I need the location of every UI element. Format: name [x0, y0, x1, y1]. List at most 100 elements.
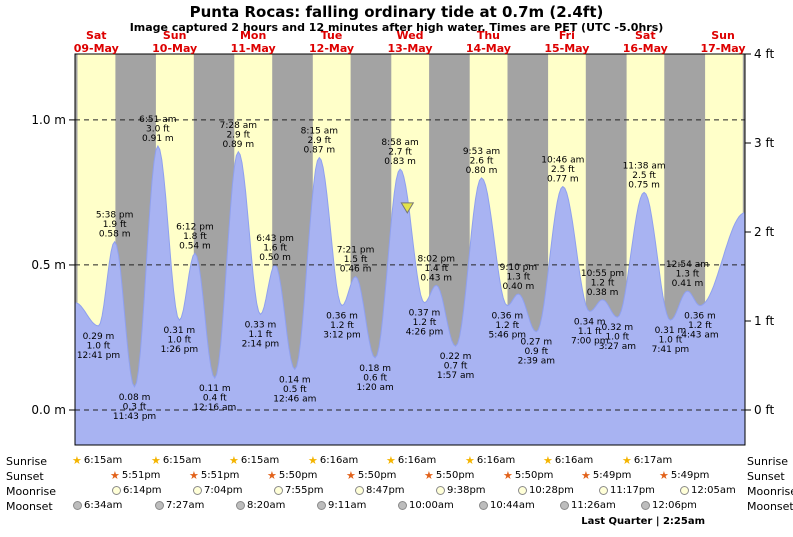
tide-point-label: 0.29 m [83, 332, 115, 342]
y-axis-label-ft: 3 ft [754, 136, 774, 150]
tide-point-label: 10:46 am [541, 156, 584, 166]
tide-point-label: 1.0 ft [659, 336, 683, 346]
tide-point-label: 11:38 am [623, 161, 666, 171]
day-label-weekday: Sat [635, 29, 656, 42]
page-title: Punta Rocas: falling ordinary tide at 0.… [189, 3, 604, 21]
moonset-time: 12:06pm [652, 500, 697, 511]
tide-point-label: 9:53 am [463, 147, 500, 157]
moonrise-time: 8:47pm [366, 485, 405, 496]
moonset-icon [155, 501, 164, 510]
y-axis-label-ft: 1 ft [754, 314, 774, 328]
moonset-icon [317, 501, 326, 510]
sunrise-star-icon: ★ [308, 453, 318, 467]
sunrise-time: 6:15am [162, 455, 202, 466]
tide-point-label: 2.5 ft [632, 171, 656, 181]
sunset-star-icon: ★ [424, 468, 434, 482]
moonrise-event: 9:38pm [436, 485, 486, 496]
sunrise-star-icon: ★ [622, 453, 632, 467]
sunrise-event: ★ 6:15am [229, 455, 279, 467]
sunset-star-icon: ★ [189, 468, 199, 482]
sunrise-event: ★ 6:17am [622, 453, 672, 467]
tide-point-label: 1.2 ft [591, 278, 615, 288]
astro-row-label-left-moonrise: Moonrise [6, 485, 56, 498]
tide-point-label: 1.0 ft [168, 336, 192, 346]
moonrise-time: 6:14pm [123, 485, 162, 496]
moonrise-icon [680, 486, 689, 495]
sunrise-time: 6:16am [476, 455, 516, 466]
day-label-date: 13-May [387, 42, 432, 55]
tide-point-label: 0.33 m [245, 320, 277, 330]
sunset-time: 5:49pm [592, 470, 632, 481]
moonrise-event: 8:47pm [355, 485, 405, 496]
sunset-event: ★ 5:49pm [659, 470, 709, 482]
day-label-date: 10-May [152, 42, 197, 55]
tide-point-label: 0.75 m [628, 180, 660, 190]
astro-row-label-right-moonrise: Moonrise [747, 485, 793, 498]
sunset-time: 5:50pm [357, 470, 397, 481]
tide-point-label: 1.2 ft [413, 318, 437, 328]
astro-row-label-right-sunrise: Sunrise [747, 455, 789, 468]
tide-point-label: 1.2 ft [688, 321, 712, 331]
sunrise-time: 6:15am [83, 455, 123, 466]
astro-row-label-left-sunset: Sunset [6, 470, 44, 483]
tide-point-label: 12:41 pm [77, 351, 120, 361]
moonset-event: 11:26am [560, 500, 616, 511]
sunset-time: 5:51pm [121, 470, 161, 481]
tide-point-label: 0.80 m [466, 166, 498, 176]
day-label-weekday: Tue [321, 29, 343, 42]
astro-row-label-right-sunset: Sunset [747, 470, 785, 483]
tide-point-label: 2.5 ft [551, 165, 575, 175]
tide-point-label: 8:58 am [381, 138, 418, 148]
moonset-icon [398, 501, 407, 510]
sunset-event: ★ 5:51pm [189, 468, 240, 482]
tide-point-label: 0.40 m [503, 282, 535, 292]
sunset-event: ★ 5:50pm [503, 470, 553, 482]
sunset-time: 5:51pm [200, 470, 240, 481]
moon-phase-note: Last Quarter | 2:25am [581, 516, 705, 527]
tide-point-label: 0.43 m [420, 273, 452, 283]
day-label-weekday: Fri [559, 29, 575, 42]
tide-point-label: 0.5 ft [283, 385, 307, 395]
day-label-weekday: Mon [240, 29, 266, 42]
tide-point-label: 0.50 m [259, 253, 291, 263]
moonrise-time: 12:05am [691, 485, 736, 496]
day-label-weekday: Sat [86, 29, 107, 42]
tide-point-label: 3:12 pm [323, 331, 361, 341]
moonset-event: 9:11am [317, 500, 366, 511]
tide-point-label: 0.34 m [574, 317, 606, 327]
sunset-time: 5:50pm [435, 470, 475, 481]
day-label-date: 15-May [544, 42, 589, 55]
tide-point-label: 0.11 m [199, 384, 231, 394]
sunset-event: ★ 5:49pm [581, 470, 632, 482]
day-label-date: 11-May [231, 42, 276, 55]
moonrise-event: 10:28pm [518, 485, 574, 496]
tide-point-label: 1.0 ft [87, 341, 111, 351]
tide-point-label: 1.2 ft [495, 321, 519, 331]
moonrise-time: 7:04pm [204, 485, 243, 496]
moonset-time: 6:34am [84, 500, 123, 511]
tide-point-label: 1.6 ft [263, 243, 287, 253]
tide-point-label: 2.9 ft [226, 130, 250, 140]
tide-point-label: 0.7 ft [444, 362, 468, 372]
sunrise-time: 6:16am [319, 455, 359, 466]
moonrise-time: 9:38pm [447, 485, 486, 496]
day-label-weekday: Wed [396, 29, 423, 42]
tide-point-label: 1.0 ft [606, 333, 630, 343]
tide-point-label: 5:46 pm [489, 331, 527, 341]
sunrise-event: ★ 6:16am [308, 453, 359, 467]
tide-point-label: 0.41 m [672, 279, 704, 289]
sunrise-event: ★ 6:16am [386, 455, 437, 467]
moonset-event: 10:00am [398, 500, 454, 511]
tide-point-label: 10:55 pm [581, 269, 624, 279]
tide-point-label: 7:00 pm [571, 336, 609, 346]
sunset-event: ★ 5:50pm [267, 470, 317, 482]
tide-point-label: 0.22 m [440, 352, 472, 362]
tide-point-label: 2.6 ft [470, 156, 494, 166]
page-subtitle: Image captured 2 hours and 12 minutes af… [129, 21, 664, 34]
y-axis-label-ft: 2 ft [754, 225, 774, 239]
tide-point-label: 0.38 m [587, 288, 619, 298]
sunset-event: ★ 5:50pm [424, 468, 475, 482]
moonrise-icon [112, 486, 121, 495]
sunrise-time: 6:16am [397, 455, 437, 466]
